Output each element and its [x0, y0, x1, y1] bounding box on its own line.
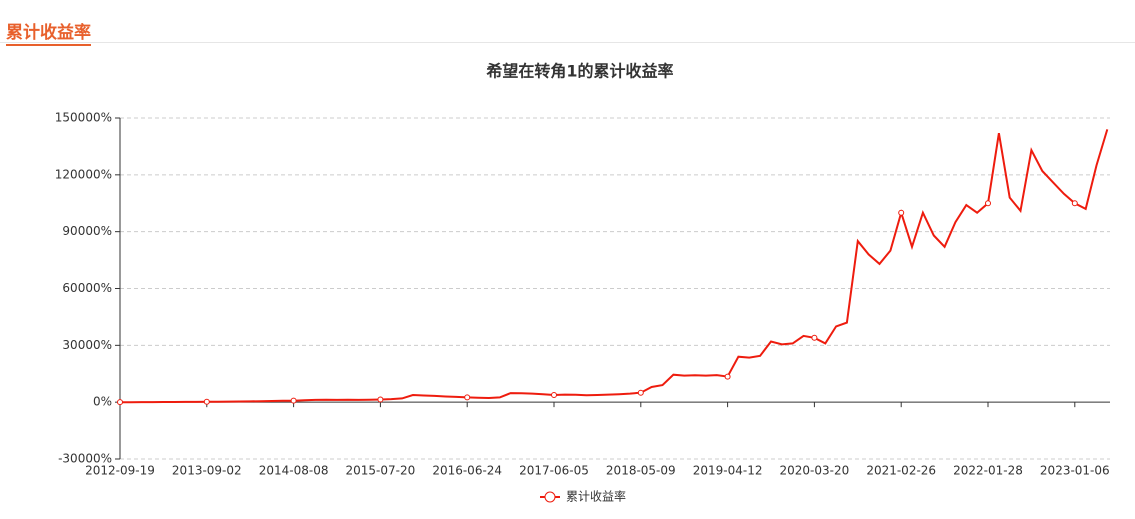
y-tick-label: 150000%: [55, 111, 112, 125]
x-tick-label: 2020-03-20: [780, 464, 850, 478]
x-tick-label: 2019-04-12: [693, 464, 763, 478]
y-tick-label: -30000%: [58, 452, 112, 466]
x-tick-label: 2021-02-26: [866, 464, 936, 478]
point-marker: [811, 334, 818, 341]
chart-title: 希望在转角1的累计收益率: [486, 62, 673, 81]
point-marker: [898, 209, 905, 216]
point-marker: [377, 396, 384, 403]
x-tick-label: 2018-05-09: [606, 464, 676, 478]
x-tick-label: 2015-07-20: [346, 464, 416, 478]
y-tick-label: 90000%: [62, 224, 112, 238]
section-title: 累计收益率: [6, 18, 91, 46]
divider: [0, 42, 1135, 43]
point-marker: [724, 373, 731, 380]
point-marker: [464, 394, 471, 401]
y-tick-label: 60000%: [62, 281, 112, 295]
y-tick-label: 30000%: [62, 338, 112, 352]
y-tick-label: 120000%: [55, 167, 112, 181]
x-tick-label: 2017-06-05: [519, 464, 589, 478]
point-marker: [985, 200, 991, 207]
x-tick-label: 2013-09-02: [172, 464, 242, 478]
legend-label: 累计收益率: [566, 489, 626, 504]
x-tick-label: 2012-09-19: [85, 464, 155, 478]
point-marker: [203, 398, 210, 405]
legend-marker: [544, 491, 556, 503]
x-tick-label: 2016-06-24: [432, 464, 502, 478]
point-marker: [1071, 200, 1078, 207]
y-tick-label: 0%: [93, 395, 112, 409]
x-tick-label: 2022-01-28: [953, 464, 1023, 478]
point-marker: [551, 391, 557, 398]
point-marker: [117, 399, 123, 406]
x-tick-label: 2014-08-08: [259, 464, 329, 478]
x-tick-label: 2023-01-06: [1040, 464, 1110, 478]
point-marker: [637, 389, 644, 396]
point-marker: [290, 397, 297, 404]
series-line: [120, 129, 1109, 404]
